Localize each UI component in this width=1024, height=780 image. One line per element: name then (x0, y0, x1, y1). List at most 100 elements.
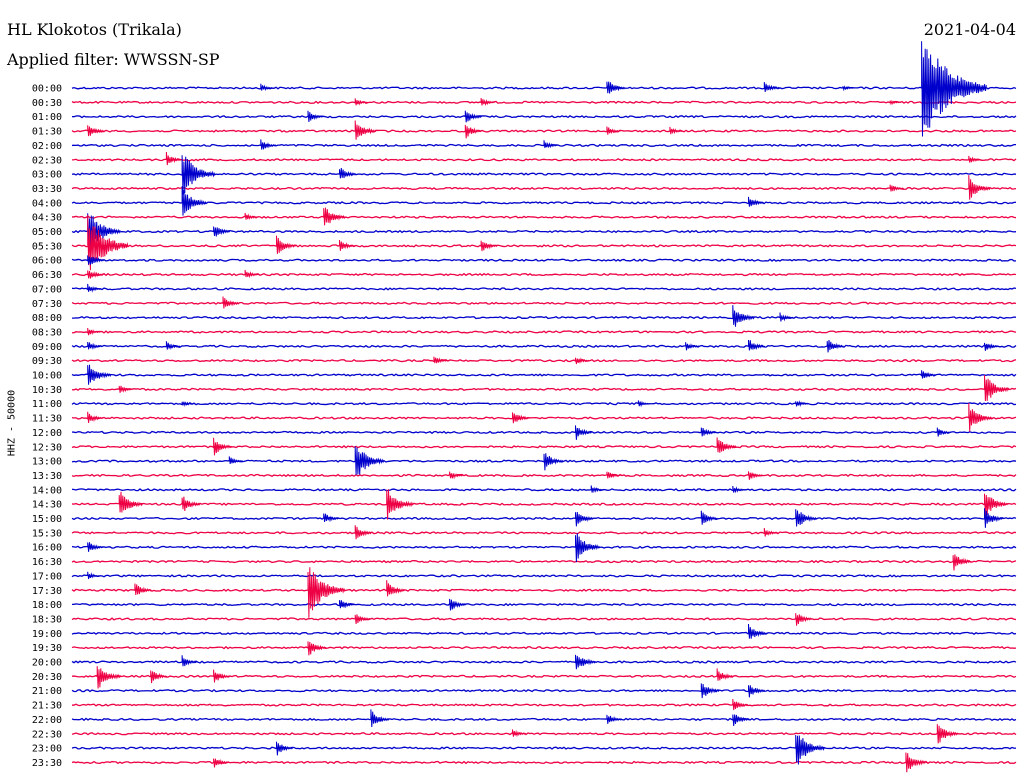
trace-row-0 (71, 86, 1017, 90)
trace-lines (71, 86, 1017, 765)
event-burst-43 (685, 342, 700, 351)
event-burst-46 (984, 342, 1000, 351)
tick-label: 05:30 (32, 241, 62, 252)
event-burst-59 (575, 425, 593, 440)
event-burst-2 (921, 41, 987, 137)
trace-row-22 (71, 402, 1017, 406)
trace-row-6 (71, 172, 1017, 176)
tick-label: 15:00 (32, 514, 62, 525)
tick-label: 16:30 (32, 557, 62, 568)
event-burst-60 (700, 427, 717, 437)
event-burst-103 (748, 685, 766, 698)
tick-label: 07:30 (32, 299, 62, 310)
event-burst-48 (575, 357, 590, 365)
event-burst-61 (936, 427, 952, 437)
tick-label: 14:00 (32, 485, 62, 496)
trace-row-47 (71, 760, 1017, 765)
event-burst-94 (748, 623, 767, 639)
event-burst-7 (889, 99, 902, 106)
trace-row-29 (71, 502, 1017, 506)
tick-label: 11:30 (32, 414, 62, 425)
tick-label: 23:00 (32, 744, 62, 755)
filter-label: Applied filter: WWSSN-SP (7, 50, 220, 69)
trace-row-12 (71, 258, 1017, 262)
tick-label: 21:00 (32, 686, 62, 697)
tick-label: 09:00 (32, 342, 62, 353)
event-burst-54 (637, 400, 651, 408)
trace-row-18 (71, 344, 1017, 348)
tick-label: 00:30 (32, 98, 62, 109)
event-burst-5 (354, 98, 369, 106)
trace-row-38 (71, 631, 1017, 636)
tick-label: 10:00 (32, 371, 62, 382)
event-burst-74 (386, 489, 414, 520)
tick-label: 13:00 (32, 457, 62, 468)
tick-label: 18:30 (32, 614, 62, 625)
event-burst-82 (763, 527, 779, 537)
tick-label: 19:30 (32, 643, 62, 654)
trace-row-7 (71, 186, 1017, 191)
tick-label: 04:00 (32, 198, 62, 209)
event-burst-99 (150, 670, 168, 684)
event-burst-40 (87, 327, 101, 336)
event-burst-80 (984, 508, 1004, 528)
trace-row-5 (71, 158, 1017, 162)
tick-label: 01:30 (32, 127, 62, 138)
tick-label: 07:00 (32, 284, 62, 295)
tick-label: 09:30 (32, 356, 62, 367)
tick-label: 10:30 (32, 385, 62, 396)
time-tick-labels: 00:00 00:30 01:00 01:30 02:00 02:30 03:00 03:30… (32, 84, 62, 769)
event-burst-71 (732, 486, 746, 494)
event-burst-9 (464, 110, 482, 123)
event-burst-0 (606, 81, 626, 94)
tick-label: 06:00 (32, 256, 62, 267)
tick-label: 04:30 (32, 213, 62, 224)
tick-label: 20:30 (32, 672, 62, 683)
event-burst-84 (575, 533, 601, 563)
trace-row-42 (71, 688, 1017, 693)
event-burst-21 (889, 184, 904, 192)
tick-label: 17:30 (32, 586, 62, 597)
event-burst-105 (370, 709, 390, 728)
trace-row-20 (71, 373, 1017, 377)
event-burst-100 (213, 669, 231, 683)
trace-row-27 (71, 473, 1017, 478)
event-burst-4 (842, 85, 854, 92)
event-burst-53 (181, 401, 195, 407)
tick-label: 15:30 (32, 528, 62, 539)
event-burst-47 (433, 356, 448, 364)
record-date: 2021-04-04 (923, 20, 1016, 39)
trace-row-44 (71, 717, 1017, 722)
trace-row-9 (71, 215, 1017, 219)
event-burst-95 (307, 641, 327, 656)
event-burst-101 (716, 668, 734, 681)
trace-row-16 (72, 315, 1017, 320)
trace-row-33 (71, 559, 1017, 564)
event-burst-33 (87, 255, 105, 265)
event-burst-73 (181, 496, 201, 512)
trace-row-24 (71, 430, 1017, 435)
trace-row-46 (71, 746, 1017, 750)
event-burst-44 (748, 339, 766, 351)
trace-row-1 (71, 100, 1017, 105)
event-burst-25 (244, 212, 258, 220)
event-burst-110 (276, 741, 294, 756)
trace-row-4 (71, 143, 1017, 148)
event-burst-55 (795, 400, 809, 408)
trace-row-8 (71, 201, 1017, 205)
tick-label: 19:00 (32, 629, 62, 640)
event-burst-92 (354, 614, 371, 625)
tick-label: 05:00 (32, 227, 62, 238)
tick-label: 14:30 (32, 500, 62, 511)
event-burst-79 (795, 509, 817, 527)
event-burst-107 (732, 714, 750, 727)
trace-row-23 (71, 416, 1017, 420)
tick-label: 08:00 (32, 313, 62, 324)
event-burst-113 (905, 752, 928, 773)
event-burst-109 (936, 724, 959, 744)
tick-label: 22:30 (32, 729, 62, 740)
event-burst-67 (449, 471, 464, 480)
trace-row-15 (71, 301, 1017, 305)
event-burst-32 (480, 240, 498, 252)
trace-row-35 (71, 588, 1017, 592)
